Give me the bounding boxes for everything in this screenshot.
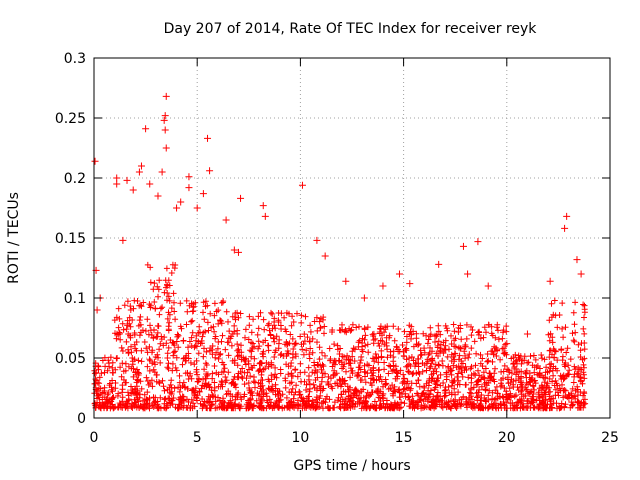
data-point — [321, 252, 329, 260]
x-tick-label: 5 — [193, 430, 202, 446]
data-point — [162, 144, 170, 152]
data-point — [395, 270, 403, 278]
data-point — [259, 202, 267, 210]
dense-data-band — [91, 261, 589, 412]
data-point — [146, 180, 154, 188]
data-point — [313, 236, 321, 244]
data-point — [222, 216, 230, 224]
data-point — [142, 125, 150, 133]
data-point — [154, 192, 162, 200]
data-point — [173, 204, 181, 212]
data-point — [563, 212, 571, 220]
data-point — [185, 184, 193, 192]
y-tick-label: 0.1 — [64, 291, 86, 307]
grid — [94, 58, 610, 418]
data-point — [135, 168, 143, 176]
y-tick-label: 0.2 — [64, 171, 86, 187]
data-point — [561, 224, 569, 232]
x-axis-label: GPS time / hours — [293, 458, 410, 474]
data-point — [503, 340, 511, 348]
data-point — [113, 174, 121, 182]
chart-title: Day 207 of 2014, Rate Of TEC Index for r… — [164, 21, 538, 37]
data-point — [406, 280, 414, 288]
axis-ticks: 0 0.05 0.1 0.15 0.2 0.25 0.3 0 5 10 15 20 25 — [55, 51, 619, 446]
data-point — [204, 134, 212, 142]
data-point — [435, 260, 443, 268]
data-point — [158, 168, 166, 176]
y-tick-label: 0.15 — [55, 231, 86, 247]
y-tick-label: 0.05 — [55, 351, 86, 367]
x-tick-label: 25 — [601, 430, 619, 446]
x-tick-label: 10 — [291, 430, 309, 446]
data-point — [342, 277, 350, 285]
data-point — [206, 167, 214, 175]
y-tick-label: 0.3 — [64, 51, 86, 67]
y-tick-label: 0.25 — [55, 111, 86, 127]
data-point — [360, 294, 368, 302]
data-point — [379, 282, 387, 290]
data-point — [123, 176, 131, 184]
data-point — [199, 190, 207, 198]
data-point — [162, 92, 170, 100]
x-tick-label: 20 — [498, 430, 516, 446]
x-tick-label: 15 — [395, 430, 413, 446]
data-point — [573, 256, 581, 264]
data-point — [464, 270, 472, 278]
dense-points-path — [91, 261, 589, 412]
data-point — [474, 238, 482, 246]
data-point — [161, 126, 169, 134]
y-tick-label: 0 — [77, 411, 86, 427]
data-point — [113, 180, 121, 188]
data-point — [577, 270, 585, 278]
data-point — [484, 282, 492, 290]
data-points — [91, 92, 585, 348]
data-point — [230, 246, 238, 254]
data-point — [119, 236, 127, 244]
data-point — [546, 277, 554, 285]
data-point — [459, 242, 467, 250]
data-point — [93, 306, 101, 314]
data-point — [91, 157, 99, 165]
x-tick-label: 0 — [90, 430, 99, 446]
data-point — [185, 173, 193, 181]
data-point — [234, 248, 242, 256]
data-point — [237, 194, 245, 202]
data-point — [523, 330, 531, 338]
data-point — [129, 186, 137, 194]
data-point — [161, 112, 169, 120]
data-point — [137, 162, 145, 170]
data-point — [177, 198, 185, 206]
y-axis-label: ROTI / TECUs — [6, 192, 22, 284]
data-point — [160, 116, 168, 124]
data-point — [298, 181, 306, 189]
data-point — [261, 212, 269, 220]
data-point — [193, 204, 201, 212]
